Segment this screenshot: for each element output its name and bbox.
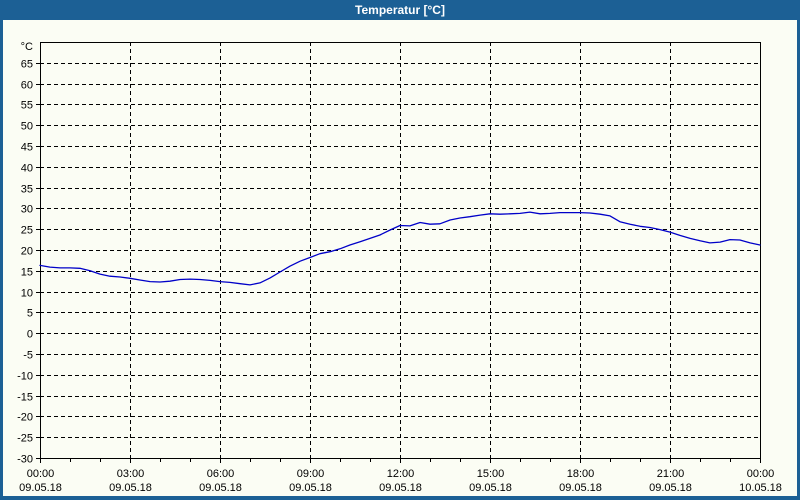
y-tick-label: -30 (17, 454, 33, 466)
chart-area: -30 -25 -20 -15 -10 -5 0 5 10 15 20 25 30 35 40 45 50 55 6… (3, 20, 797, 496)
y-tick-label: 30 (21, 204, 33, 216)
y-tick-label: -25 (17, 433, 33, 445)
y-unit-label: °C (21, 41, 33, 53)
plot-border (40, 42, 761, 459)
y-tick-label: -20 (17, 412, 33, 424)
y-tick-label: 50 (21, 121, 33, 133)
x-date-label: 09.05.18 (379, 482, 422, 494)
x-time-label: 00:00 (27, 468, 55, 480)
x-time-label: 18:00 (567, 468, 595, 480)
x-date-label: 09.05.18 (559, 482, 602, 494)
y-tick-label: 20 (21, 246, 33, 258)
y-tick-label: 25 (21, 225, 33, 237)
x-date-label: 09.05.18 (199, 482, 242, 494)
x-time-label: 15:00 (477, 468, 505, 480)
x-date-label: 09.05.18 (109, 482, 152, 494)
y-tick-label: 65 (21, 59, 33, 71)
x-date-label: 09.05.18 (469, 482, 512, 494)
x-time-label: 21:00 (657, 468, 685, 480)
x-time-label: 06:00 (207, 468, 235, 480)
y-tick-label: -5 (23, 350, 33, 362)
y-tick-label: 45 (21, 142, 33, 154)
window-title: Temperatur [°C] (355, 3, 445, 17)
temperature-line (39, 211, 761, 286)
x-time-label: 03:00 (117, 468, 145, 480)
x-date-label: 09.05.18 (649, 482, 692, 494)
y-tick-label: -15 (17, 392, 33, 404)
x-date-label: 09.05.18 (19, 482, 62, 494)
y-tick-label: -10 (17, 371, 33, 383)
window-title-bar: Temperatur [°C] (0, 0, 800, 20)
x-time-label: 12:00 (387, 468, 415, 480)
y-tick-label: 0 (27, 329, 33, 341)
y-tick-label: 55 (21, 100, 33, 112)
temperature-chart: -30 -25 -20 -15 -10 -5 0 5 10 15 20 25 30 35 40 45 50 55 6… (17, 41, 782, 494)
y-tick-label: 40 (21, 163, 33, 175)
x-time-label: 00:00 (747, 468, 775, 480)
x-date-label: 09.05.18 (289, 482, 332, 494)
y-tick-label: 15 (21, 267, 33, 279)
y-tick-label: 10 (21, 288, 33, 300)
x-time-label: 09:00 (297, 468, 325, 480)
x-date-label: 10.05.18 (739, 482, 782, 494)
y-tick-label: 60 (21, 80, 33, 92)
y-tick-label: 35 (21, 184, 33, 196)
y-tick-label: 5 (27, 308, 33, 320)
